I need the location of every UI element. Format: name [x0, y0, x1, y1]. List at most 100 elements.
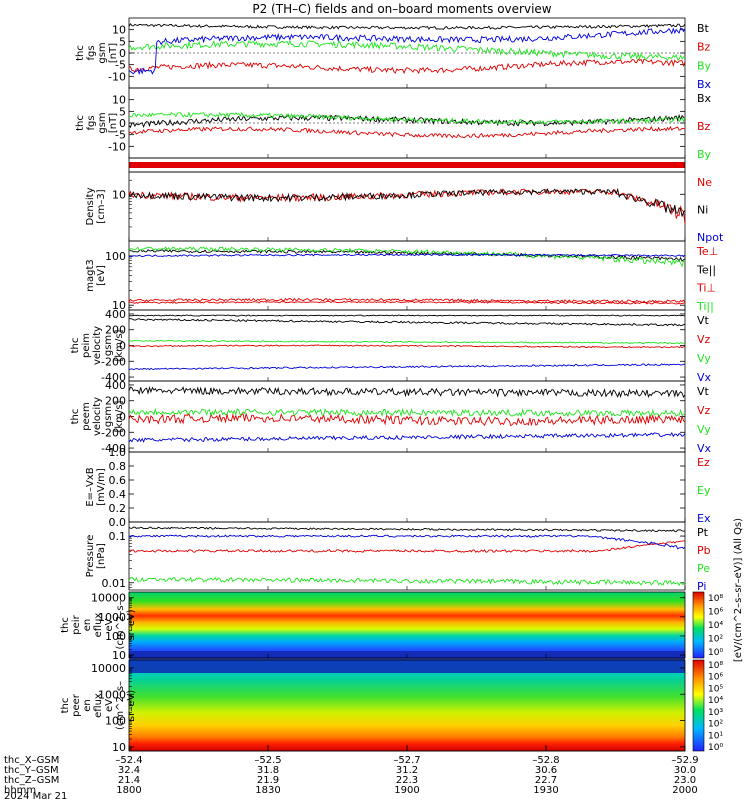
legend-vt: Vt [697, 314, 710, 327]
series-pressure-pt [128, 526, 685, 533]
y-axis-label: [nPa] [96, 543, 107, 569]
x-tick-label: –52.4 [115, 755, 142, 766]
legend-vz: Vz [697, 333, 711, 346]
y-tick-label: 10 [112, 94, 126, 107]
series-density-ne [128, 187, 686, 225]
y-tick-label: 0 [119, 117, 126, 130]
y-tick-label: 200 [105, 395, 126, 408]
y-tick-label: 0.8 [109, 460, 127, 473]
y-axis-label: gsm [103, 335, 114, 356]
legend-te: Te⊥ [696, 245, 718, 258]
y-tick-label: 0.1 [109, 530, 127, 543]
y-axis-label: thc [60, 617, 71, 633]
y-axis-label: fgs [86, 115, 97, 130]
y-tick-label: 5 [119, 105, 126, 118]
x-tick-label: 31.2 [396, 765, 418, 776]
y-tick-label: -400 [101, 371, 126, 384]
x-tick-label: –52.9 [671, 755, 698, 766]
series-fgs-dsl-bx [128, 113, 686, 129]
colorbar-tick-label: 10² [708, 635, 723, 645]
legend-ti: Ti|| [696, 300, 714, 313]
y-axis-label: E=–VxB [85, 467, 96, 506]
y-axis-label: [nT] [108, 113, 119, 133]
y-tick-label: -200 [101, 426, 126, 439]
series-pressure-pe [128, 576, 686, 587]
panel-frame [128, 451, 686, 523]
legend-vz: Vz [697, 404, 711, 417]
y-tick-label: 400 [105, 379, 126, 392]
y-axis-label: eflux [93, 613, 104, 638]
legend-by: By [697, 148, 712, 161]
x-tick-label: 21.4 [118, 775, 140, 786]
y-axis-label: thc [60, 698, 71, 714]
y-tick-label: 400 [105, 308, 126, 321]
y-tick-label: 10 [112, 649, 126, 662]
colorbar-tick-label: 10² [708, 720, 723, 730]
x-tick-label: –52.5 [254, 755, 281, 766]
series-fgs-gsm-bx [128, 27, 686, 75]
y-tick-label: -5 [115, 59, 126, 72]
colorbar-tick-label: 10¹ [708, 731, 723, 741]
colorbar-tick-label: 10⁰ [708, 648, 723, 658]
panel-ion-spec: 10 100 1000 10000 thc peir en eflux eV (cm^2–s– sr… [60, 591, 686, 662]
plot-title: P2 (TH–C) fields and on–board moments ov… [252, 2, 551, 16]
y-axis-label: sr–eV) [126, 690, 137, 721]
y-axis-label: [eV] [96, 265, 107, 286]
y-axis-label: thc [70, 338, 81, 354]
y-tick-label: 200 [105, 324, 126, 337]
y-tick-label: 0.4 [109, 488, 127, 501]
y-tick-label: -5 [115, 129, 126, 142]
series-vi-vt [128, 318, 686, 327]
y-axis-label: peim [81, 333, 92, 358]
legend-ni: Ni [697, 204, 708, 217]
y-tick-label: 0 [119, 47, 126, 60]
mode-bar-strip [129, 162, 685, 168]
y-tick-label: 10 [112, 741, 126, 754]
legend-vy: Vy [697, 352, 711, 365]
y-axis-label: thc [75, 115, 86, 131]
colorbar-tick-label: 10³ [708, 708, 723, 718]
x-tick-label: 1800 [116, 785, 141, 796]
legend-bt: Bt [697, 22, 710, 35]
legend-bz: Bz [697, 120, 711, 133]
y-tick-label: 5 [119, 35, 126, 48]
y-tick-label: -10 [108, 70, 126, 83]
legend-vx: Vx [697, 442, 712, 455]
y-tick-label: 0 [119, 340, 126, 353]
y-tick-label: 10 [112, 24, 126, 37]
x-tick-label: –52.7 [393, 755, 420, 766]
x-tick-label: 31.8 [257, 765, 279, 776]
y-axis-label: thc [75, 45, 86, 61]
x-row-label: thc_Y–GSM [4, 765, 59, 776]
series-fgs-gsm-by [128, 39, 686, 62]
x-tick-label: 21.9 [257, 775, 279, 786]
panel-density: 10 Density [cm–3] [85, 171, 686, 242]
y-tick-label: 10 [112, 299, 126, 312]
y-axis-label: thc [70, 409, 81, 425]
legend-bx: Bx [697, 92, 712, 105]
y-axis-label: velocity [92, 326, 103, 365]
series-density-ni [128, 187, 686, 217]
y-axis-label: en [82, 619, 93, 632]
legend-bx: Bx [697, 78, 712, 91]
x-tick-label: 1830 [255, 785, 280, 796]
y-axis-label: peir [71, 614, 82, 634]
legend-npot: Npot [697, 231, 724, 244]
legend-pe: Pe [697, 562, 710, 575]
legend-vy: Vy [697, 423, 711, 436]
y-tick-label: 1000 [98, 688, 126, 701]
colorbar-tick-label: 10⁴ [708, 696, 723, 706]
y-tick-label: -400 [101, 442, 126, 455]
series-temperature-ti [128, 246, 686, 268]
series-fgs-dsl-bz [128, 125, 685, 139]
legend-te: Te|| [696, 263, 716, 276]
x-tick-label: 23.0 [674, 775, 696, 786]
y-axis-label: fgs [86, 45, 97, 60]
panel-mode-bar [128, 157, 686, 173]
y-tick-label: 0.01 [102, 577, 127, 590]
y-axis-label: gsm [103, 406, 114, 427]
y-axis-label: gsm [97, 42, 108, 63]
series-pressure-pb [128, 540, 686, 553]
colorbar-tick-label: 10⁶ [708, 673, 723, 683]
